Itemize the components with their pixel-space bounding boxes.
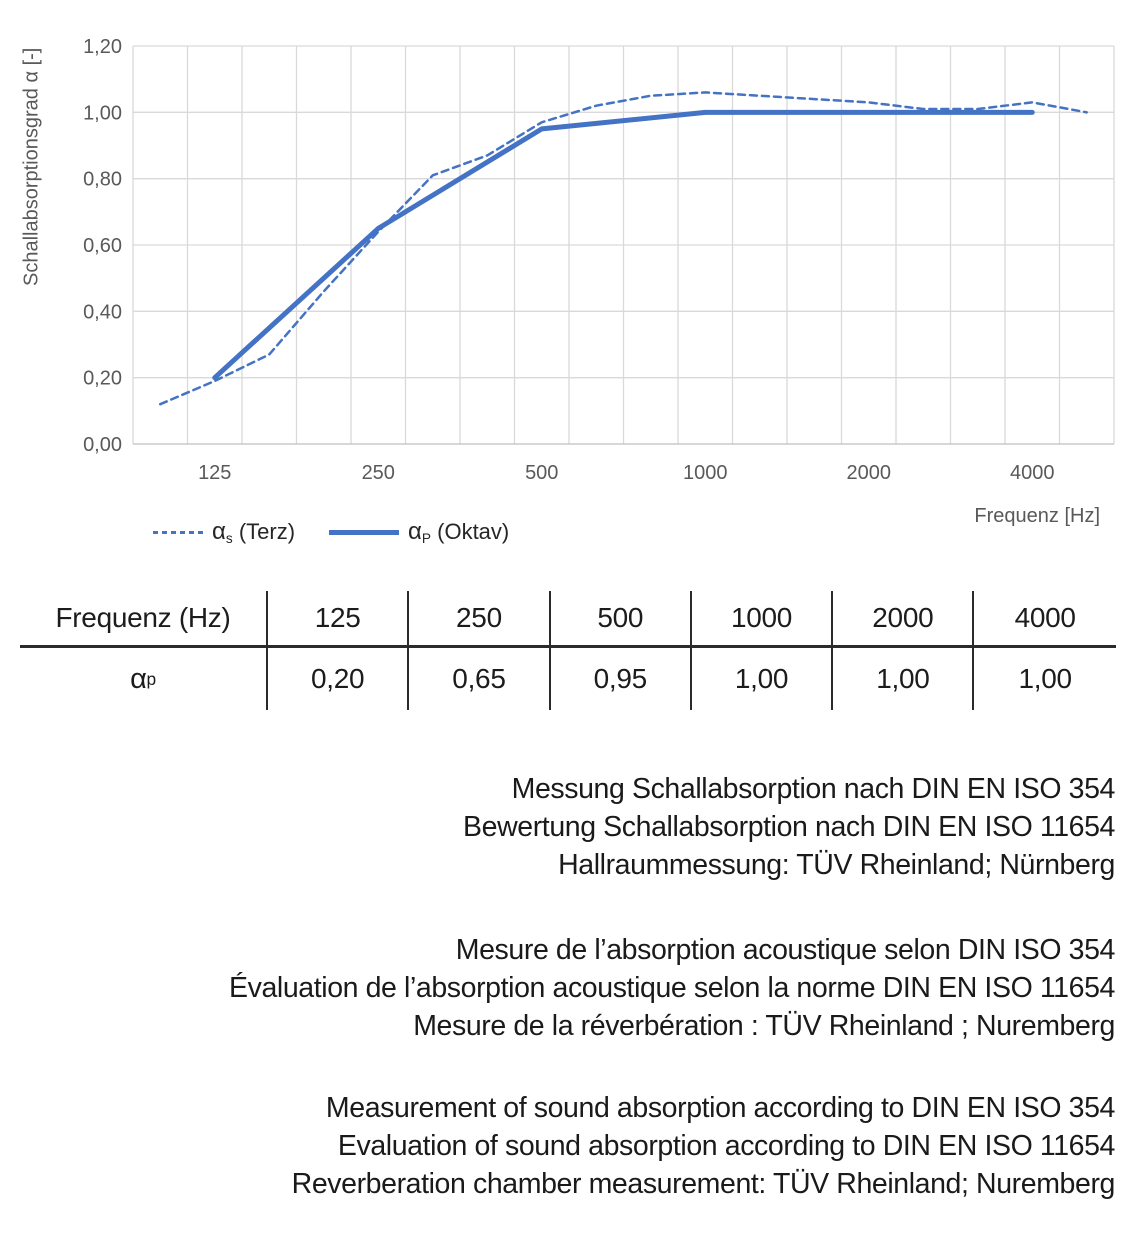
svg-text:1,00: 1,00 (83, 102, 122, 124)
svg-text:125: 125 (198, 462, 231, 484)
note-line: Hallraummessung: TÜV Rheinland; Nürnberg (558, 849, 1115, 881)
svg-text:0,40: 0,40 (83, 301, 122, 323)
x-axis-title: Frequenz [Hz] (974, 505, 1100, 527)
table-header-4000: 4000 (974, 591, 1116, 648)
chart-plot-area: 0,00 0,20 0,40 0,60 0,80 1,00 1,20 125 250 500 100… (83, 36, 1115, 484)
legend-text: (Oktav) (437, 519, 510, 544)
y-axis-title: Schallabsorptionsgrad α [-] (20, 47, 43, 287)
svg-text:0,20: 0,20 (83, 368, 122, 390)
table-value-500: 0,95 (551, 648, 692, 710)
table-value-1000: 1,00 (692, 648, 834, 710)
legend-label-terz: αs (Terz) (212, 518, 295, 546)
note-line: Messung Schallabsorption nach DIN EN ISO… (511, 773, 1116, 805)
legend-text: (Terz) (238, 519, 296, 544)
alpha-symbol: α (408, 518, 422, 545)
table-header-2000: 2000 (833, 591, 975, 648)
svg-text:4000: 4000 (1010, 462, 1055, 484)
absorption-chart: 0,00 0,20 0,40 0,60 0,80 1,00 1,20 125 250 500 100… (0, 0, 1135, 560)
alpha-symbol: α (212, 518, 226, 545)
alpha-symbol: α (130, 662, 147, 695)
table-header-frequency: Frequenz (Hz) (20, 591, 268, 648)
note-line: Mesure de l’absorption acoustique selon … (455, 934, 1116, 966)
table-value-250: 0,65 (409, 648, 551, 710)
note-german: Messung Schallabsorption nach DIN EN ISO… (463, 770, 1115, 884)
solid-line-sample (329, 529, 400, 535)
svg-text:0,60: 0,60 (83, 235, 122, 257)
table-value-2000: 1,00 (833, 648, 975, 710)
legend-item-terz: αs (Terz) (153, 518, 295, 546)
note-line: Évaluation de l’absorption acoustique se… (229, 972, 1115, 1004)
svg-text:0,80: 0,80 (83, 169, 122, 191)
note-line: Bewertung Schallabsorption nach DIN EN I… (463, 811, 1115, 843)
legend-label-oktav: αP (Oktav) (408, 518, 509, 546)
note-english: Measurement of sound absorption accordin… (291, 1089, 1116, 1203)
svg-text:500: 500 (525, 462, 558, 484)
note-line: Reverberation chamber measurement: TÜV R… (291, 1168, 1116, 1200)
note-french: Mesure de l’absorption acoustique selon … (229, 931, 1115, 1045)
dashed-line-sample (153, 530, 203, 534)
legend-subscript: P (421, 530, 431, 546)
legend-subscript: s (225, 530, 233, 546)
svg-text:250: 250 (362, 462, 395, 484)
svg-text:0,00: 0,00 (83, 434, 122, 456)
note-line: Measurement of sound absorption accordin… (325, 1092, 1115, 1124)
svg-text:1000: 1000 (683, 462, 728, 484)
chart-legend: αs (Terz) αP (Oktav) (153, 517, 509, 547)
svg-text:1,20: 1,20 (83, 36, 122, 58)
table-value-125: 0,20 (268, 648, 410, 710)
legend-item-oktav: αP (Oktav) (329, 518, 509, 546)
table-header-500: 500 (550, 591, 692, 648)
table-value-4000: 1,00 (1018, 663, 1072, 694)
table-header-1000: 1000 (691, 591, 834, 648)
table-header-125: 125 (268, 591, 410, 648)
svg-text:2000: 2000 (847, 462, 892, 484)
alpha-p-table: Frequenz (Hz) 125 250 500 1000 2000 4000… (20, 591, 1116, 710)
note-line: Mesure de la réverbération : TÜV Rheinla… (413, 1010, 1115, 1042)
table-header-250: 250 (409, 591, 551, 648)
note-line: Evaluation of sound absorption according… (337, 1130, 1116, 1162)
